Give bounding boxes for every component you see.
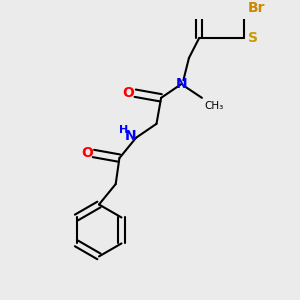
Text: CH₃: CH₃ (205, 100, 224, 111)
Text: O: O (81, 146, 93, 161)
Text: Br: Br (248, 1, 266, 15)
Text: S: S (248, 32, 258, 46)
Text: N: N (176, 77, 187, 91)
Text: N: N (125, 129, 136, 143)
Text: O: O (123, 86, 135, 100)
Text: H: H (119, 125, 129, 135)
